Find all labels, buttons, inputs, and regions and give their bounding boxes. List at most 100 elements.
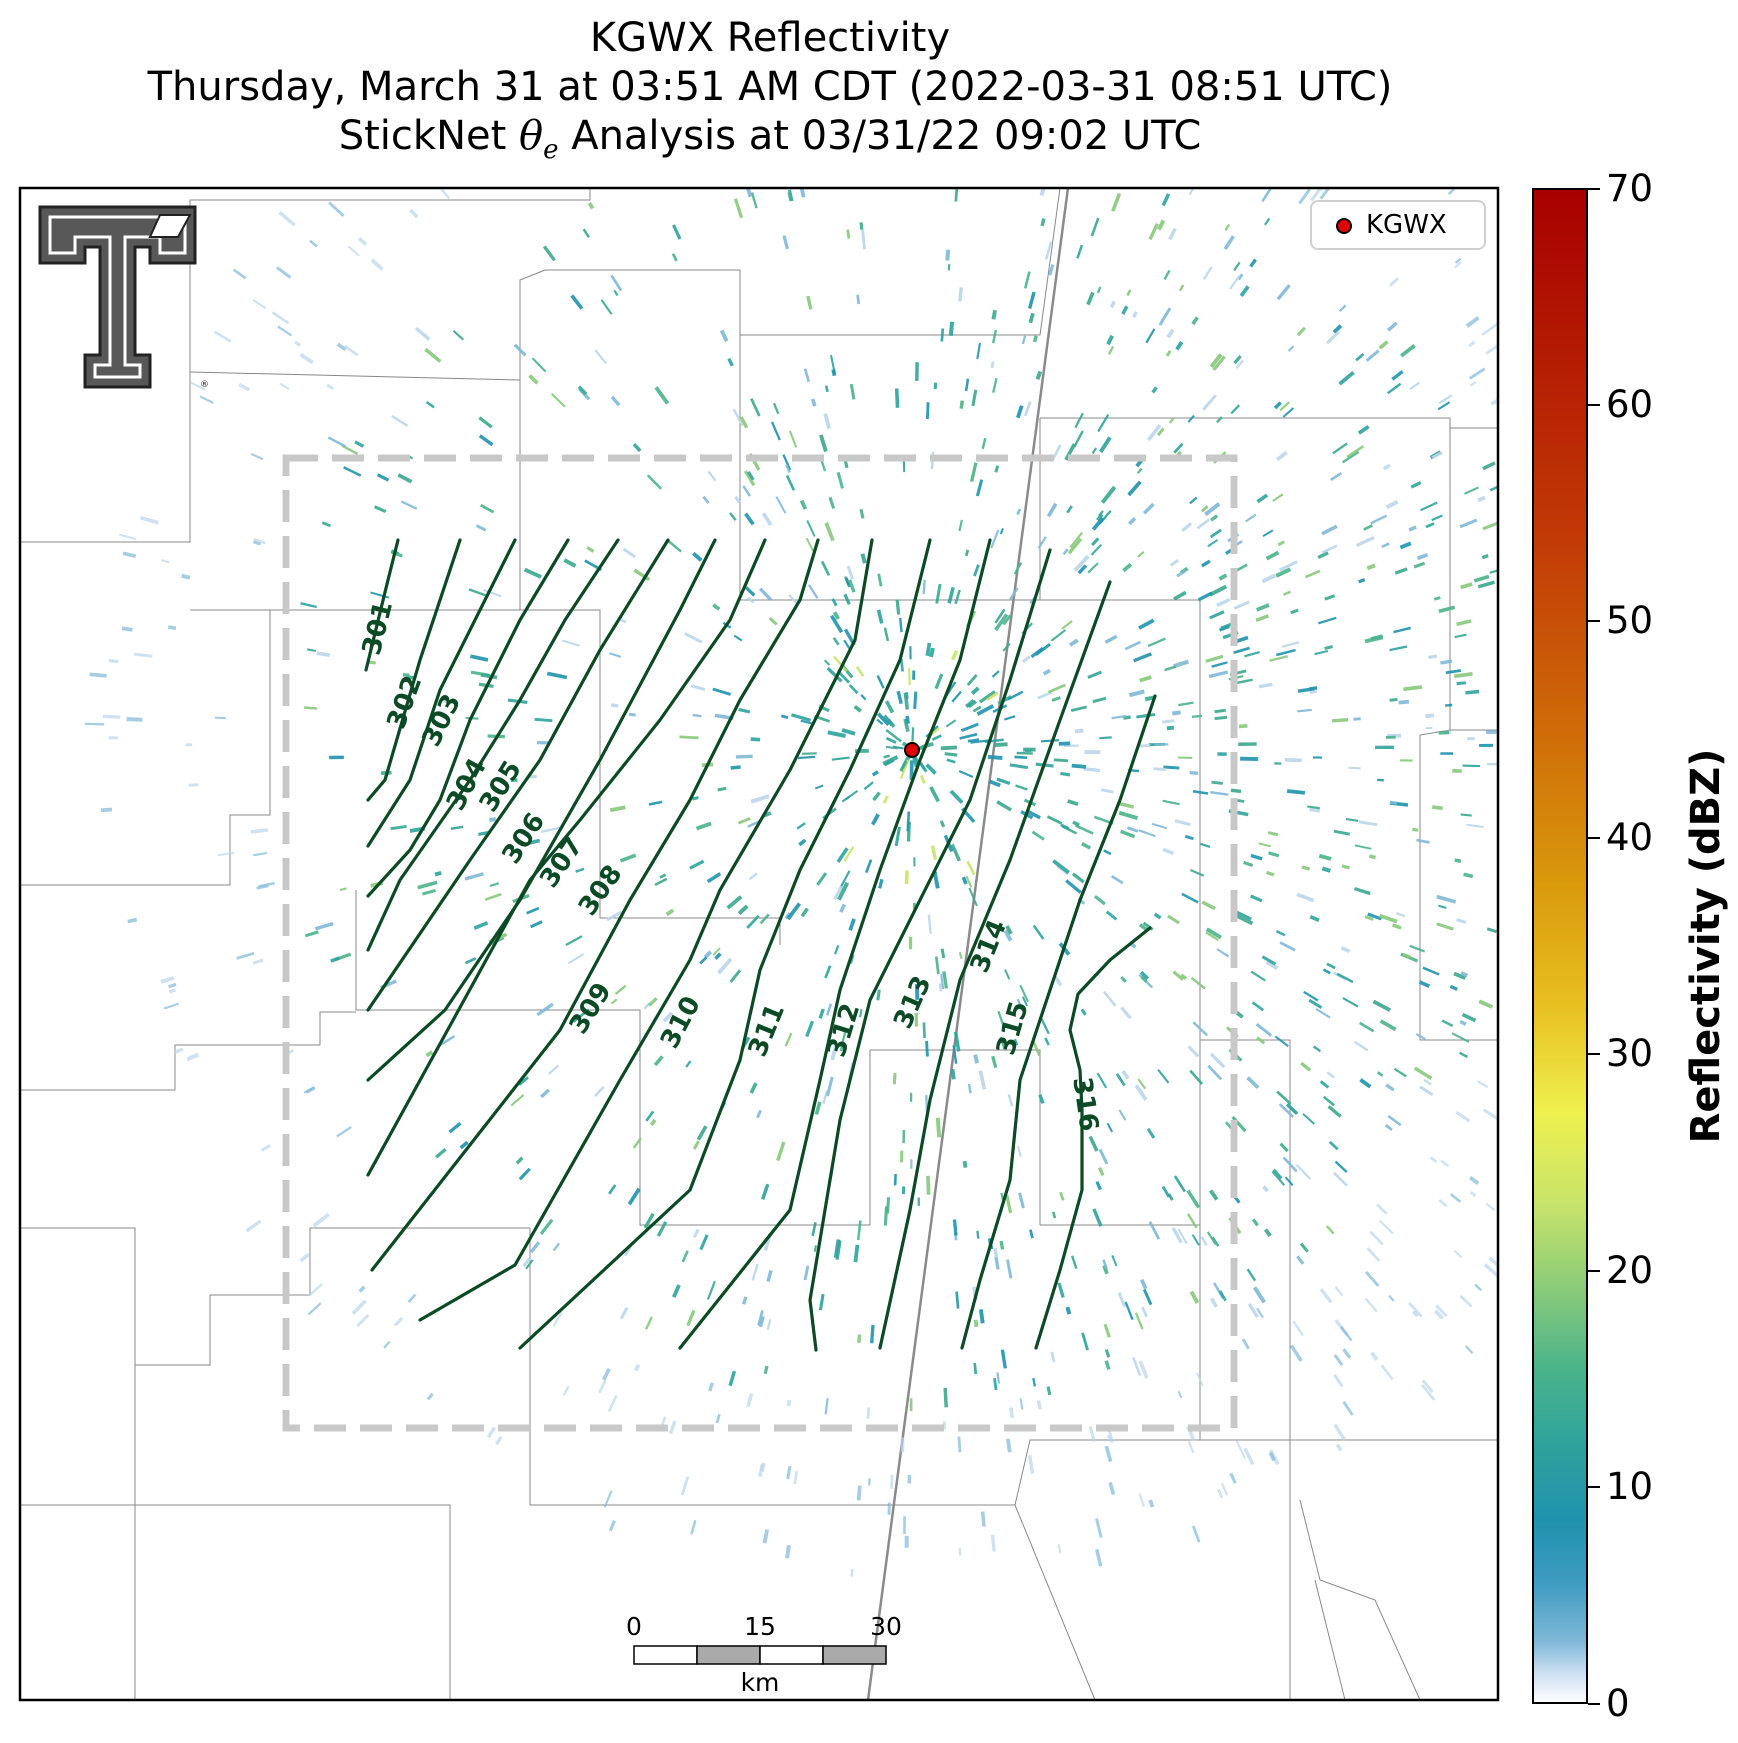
echo-gate <box>1279 560 1298 572</box>
echo-gate <box>1348 766 1361 770</box>
echo-gate <box>1258 682 1273 689</box>
scale-bar-tick-15: 15 <box>744 1612 776 1641</box>
echo-gate <box>1015 784 1028 791</box>
echo-gate <box>1029 1229 1034 1239</box>
echo-gate <box>1416 552 1429 561</box>
echo-gate <box>1388 1295 1395 1302</box>
echo-gate <box>876 718 884 726</box>
echo-gate <box>271 311 290 325</box>
echo-gate <box>1261 188 1272 203</box>
echo-gate <box>594 349 608 365</box>
echo-gate <box>552 1312 563 1327</box>
echo-gate <box>1345 818 1359 822</box>
echo-gate <box>824 522 835 542</box>
echo-gate <box>1209 1052 1226 1069</box>
echo-gate <box>464 957 477 965</box>
echo-gate <box>1378 340 1389 350</box>
echo-gate <box>883 627 890 642</box>
echo-gate <box>577 385 588 396</box>
echo-gate <box>925 1040 929 1057</box>
echo-gate <box>837 881 850 901</box>
echo-gate <box>750 192 758 209</box>
echo-gate <box>1243 860 1254 867</box>
echo-gate <box>1062 548 1069 556</box>
title-analysis-prefix: StickNet <box>338 113 519 159</box>
echo-gate <box>986 691 999 701</box>
echo-gate <box>1435 1304 1448 1318</box>
echo-gate <box>1027 291 1036 309</box>
echo-gate <box>948 321 955 336</box>
echo-gate <box>1087 562 1099 574</box>
echo-gate <box>967 699 978 709</box>
echo-gate <box>1065 879 1082 894</box>
echo-gate <box>766 1269 773 1282</box>
echo-gate <box>1106 1122 1114 1133</box>
echo-gate <box>1216 597 1231 607</box>
echo-gate <box>1173 442 1184 454</box>
echo-gate <box>1137 1078 1147 1090</box>
echo-gate <box>785 474 796 491</box>
echo-gate <box>784 1032 793 1047</box>
echo-gate <box>1016 508 1022 515</box>
echo-gate <box>1216 948 1230 958</box>
echo-gate <box>306 648 317 652</box>
echo-gate <box>525 1259 534 1270</box>
echo-gate <box>1252 1286 1266 1304</box>
colorbar-tick-mark <box>1588 1053 1600 1055</box>
echo-gate <box>756 1109 762 1119</box>
echo-gate <box>1147 424 1162 442</box>
contour-305 <box>366 538 620 952</box>
echo-gate <box>1366 1247 1381 1262</box>
echo-gate <box>823 659 831 666</box>
echo-gate <box>876 674 885 689</box>
echo-gate <box>1067 799 1079 807</box>
echo-gate <box>1015 405 1024 419</box>
echo-gate <box>1077 564 1088 575</box>
echo-gate <box>864 859 873 874</box>
echo-gate <box>876 712 890 726</box>
echo-gate <box>734 495 741 504</box>
echo-gate <box>1441 1019 1454 1028</box>
echo-gate <box>1102 1264 1109 1275</box>
echo-gate <box>1205 931 1219 941</box>
echo-gate <box>1093 894 1106 906</box>
echo-gate <box>686 1309 696 1327</box>
contour-313 <box>808 548 1052 1352</box>
echo-gate <box>357 237 368 247</box>
echo-gate <box>425 400 435 409</box>
echo-gate <box>1363 524 1374 531</box>
echo-gate <box>1192 790 1209 795</box>
echo-gate <box>1111 714 1127 720</box>
echo-gate <box>830 1042 839 1061</box>
echo-gate <box>826 1076 834 1097</box>
echo-gate <box>518 1167 531 1181</box>
echo-gate <box>896 690 903 705</box>
echo-gate <box>758 1315 765 1328</box>
echo-gate <box>1005 1194 1013 1214</box>
contour-label-316: 316 <box>1066 1075 1103 1133</box>
echo-gate <box>759 587 773 602</box>
echo-gate <box>478 434 494 447</box>
echo-gate <box>782 235 789 250</box>
echo-gate <box>632 443 642 453</box>
echo-gate <box>448 1122 462 1134</box>
echo-gate <box>1098 510 1104 517</box>
echo-gate <box>919 774 926 785</box>
contour-302 <box>366 538 462 802</box>
kgwx-radar-marker[interactable] <box>904 742 920 758</box>
echo-gate <box>370 258 384 271</box>
echo-gate <box>1095 1180 1102 1191</box>
echo-gate <box>1233 261 1241 272</box>
echo-gate <box>1357 424 1370 435</box>
echo-gate <box>1117 1291 1127 1308</box>
contour-309 <box>370 538 820 1272</box>
echo-gate <box>1161 1185 1171 1198</box>
echo-gate <box>1127 480 1142 497</box>
echo-gate <box>1083 767 1101 773</box>
echo-gate <box>1069 532 1083 549</box>
echo-gate <box>894 826 901 847</box>
contour-314 <box>878 580 1112 1350</box>
echo-gate <box>1246 1268 1257 1282</box>
echo-gate <box>1071 763 1087 769</box>
